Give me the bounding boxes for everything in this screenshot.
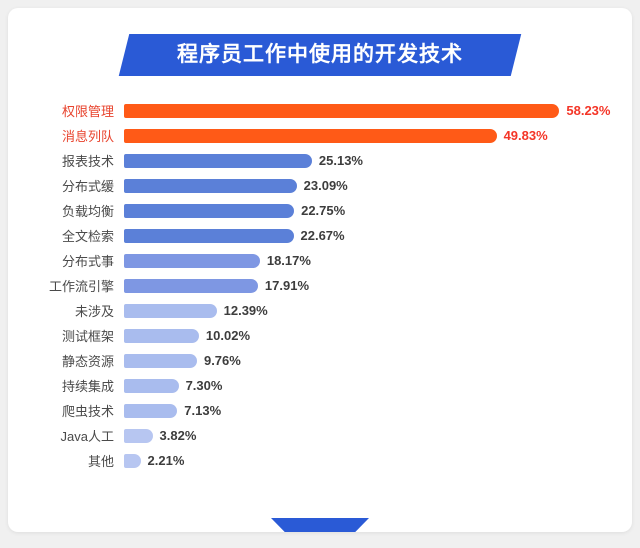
bar — [124, 353, 197, 368]
category-label: 分布式事 — [61, 254, 114, 269]
bar — [124, 203, 295, 218]
bottom-ribbon-decoration — [271, 518, 369, 532]
bar-track: 22.67% — [124, 228, 610, 243]
bar-track: 9.76% — [124, 353, 610, 368]
bar — [124, 253, 260, 268]
bar-track: 17.91% — [124, 278, 610, 293]
bar-row: 其他 2.21% — [24, 448, 610, 473]
bar-value-label: 58.23% — [566, 103, 611, 118]
bar — [124, 153, 312, 168]
bar-value-label: 3.82% — [159, 428, 197, 443]
bar-row: 分布式缓 23.09% — [24, 173, 610, 198]
bar-value-label: 7.13% — [184, 403, 222, 418]
bar-row: 权限管理 58.23% — [24, 98, 610, 123]
bar — [124, 178, 297, 193]
bar — [124, 278, 258, 293]
bar-chart: 权限管理 58.23% 消息列队 49.83% 报表技术 25.13% 分布式缓 23.09%… — [8, 76, 632, 473]
bar-value-label: 7.30% — [185, 378, 223, 393]
chart-card: 程序员工作中使用的开发技术 权限管理 58.23% 消息列队 49.83% 报表技术 25… — [8, 8, 632, 532]
category-label: 测试框架 — [61, 329, 114, 344]
bar-value-label: 23.09% — [303, 178, 348, 193]
bar-row: 消息列队 49.83% — [24, 123, 610, 148]
bar-row: 全文检索 22.67% — [24, 223, 610, 248]
category-label: 负载均衡 — [61, 204, 114, 219]
bar-value-label: 18.17% — [266, 253, 311, 268]
bar-track: 22.75% — [124, 203, 610, 218]
bar-track: 58.23% — [124, 103, 610, 118]
bar-row: 工作流引擎 17.91% — [24, 273, 610, 298]
bar-value-label: 49.83% — [503, 128, 548, 143]
category-label: 工作流引擎 — [48, 279, 114, 294]
bar-track: 12.39% — [124, 303, 610, 318]
bar-track: 49.83% — [124, 128, 610, 143]
bar — [124, 453, 141, 468]
bar-track: 10.02% — [124, 328, 610, 343]
category-label: 权限管理 — [61, 104, 114, 119]
category-label: 分布式缓 — [61, 179, 114, 194]
bar-row: 未涉及 12.39% — [24, 298, 610, 323]
category-label: 全文检索 — [61, 229, 114, 244]
bar-track: 23.09% — [124, 178, 610, 193]
category-label: 消息列队 — [61, 129, 114, 144]
category-label: 其他 — [87, 454, 114, 469]
bar-row: 分布式事 18.17% — [24, 248, 610, 273]
bar — [124, 128, 497, 143]
chart-title: 程序员工作中使用的开发技术 — [177, 43, 463, 66]
bar — [124, 228, 294, 243]
bar-row: 爬虫技术 7.13% — [24, 398, 610, 423]
bar-track: 18.17% — [124, 253, 610, 268]
category-label: Java人工 — [60, 429, 114, 444]
category-label: 持续集成 — [61, 379, 114, 394]
bar — [124, 103, 560, 118]
category-label: 静态资源 — [61, 354, 114, 369]
category-label: 报表技术 — [61, 154, 114, 169]
bar — [124, 378, 179, 393]
bar-value-label: 10.02% — [205, 328, 250, 343]
bar-row: 测试框架 10.02% — [24, 323, 610, 348]
bar-value-label: 9.76% — [203, 353, 241, 368]
bar-track: 2.21% — [124, 453, 610, 468]
title-ribbon: 程序员工作中使用的开发技术 — [118, 34, 522, 76]
bar-row: 报表技术 25.13% — [24, 148, 610, 173]
bar-track: 7.30% — [124, 378, 610, 393]
bar-value-label: 17.91% — [264, 278, 309, 293]
bar-value-label: 2.21% — [147, 453, 185, 468]
bar-value-label: 25.13% — [318, 153, 363, 168]
bar — [124, 328, 199, 343]
bar-track: 7.13% — [124, 403, 610, 418]
bar-value-label: 22.75% — [301, 203, 346, 218]
bar-value-label: 12.39% — [223, 303, 268, 318]
bar-row: 持续集成 7.30% — [24, 373, 610, 398]
bar-track: 3.82% — [124, 428, 610, 443]
bar — [124, 303, 217, 318]
category-label: 未涉及 — [74, 304, 114, 319]
bar — [124, 428, 153, 443]
bar-track: 25.13% — [124, 153, 610, 168]
bar-row: Java人工 3.82% — [24, 423, 610, 448]
bar-row: 负载均衡 22.75% — [24, 198, 610, 223]
category-label: 爬虫技术 — [61, 404, 114, 419]
bar-row: 静态资源 9.76% — [24, 348, 610, 373]
bar-value-label: 22.67% — [300, 228, 345, 243]
bar — [124, 403, 178, 418]
